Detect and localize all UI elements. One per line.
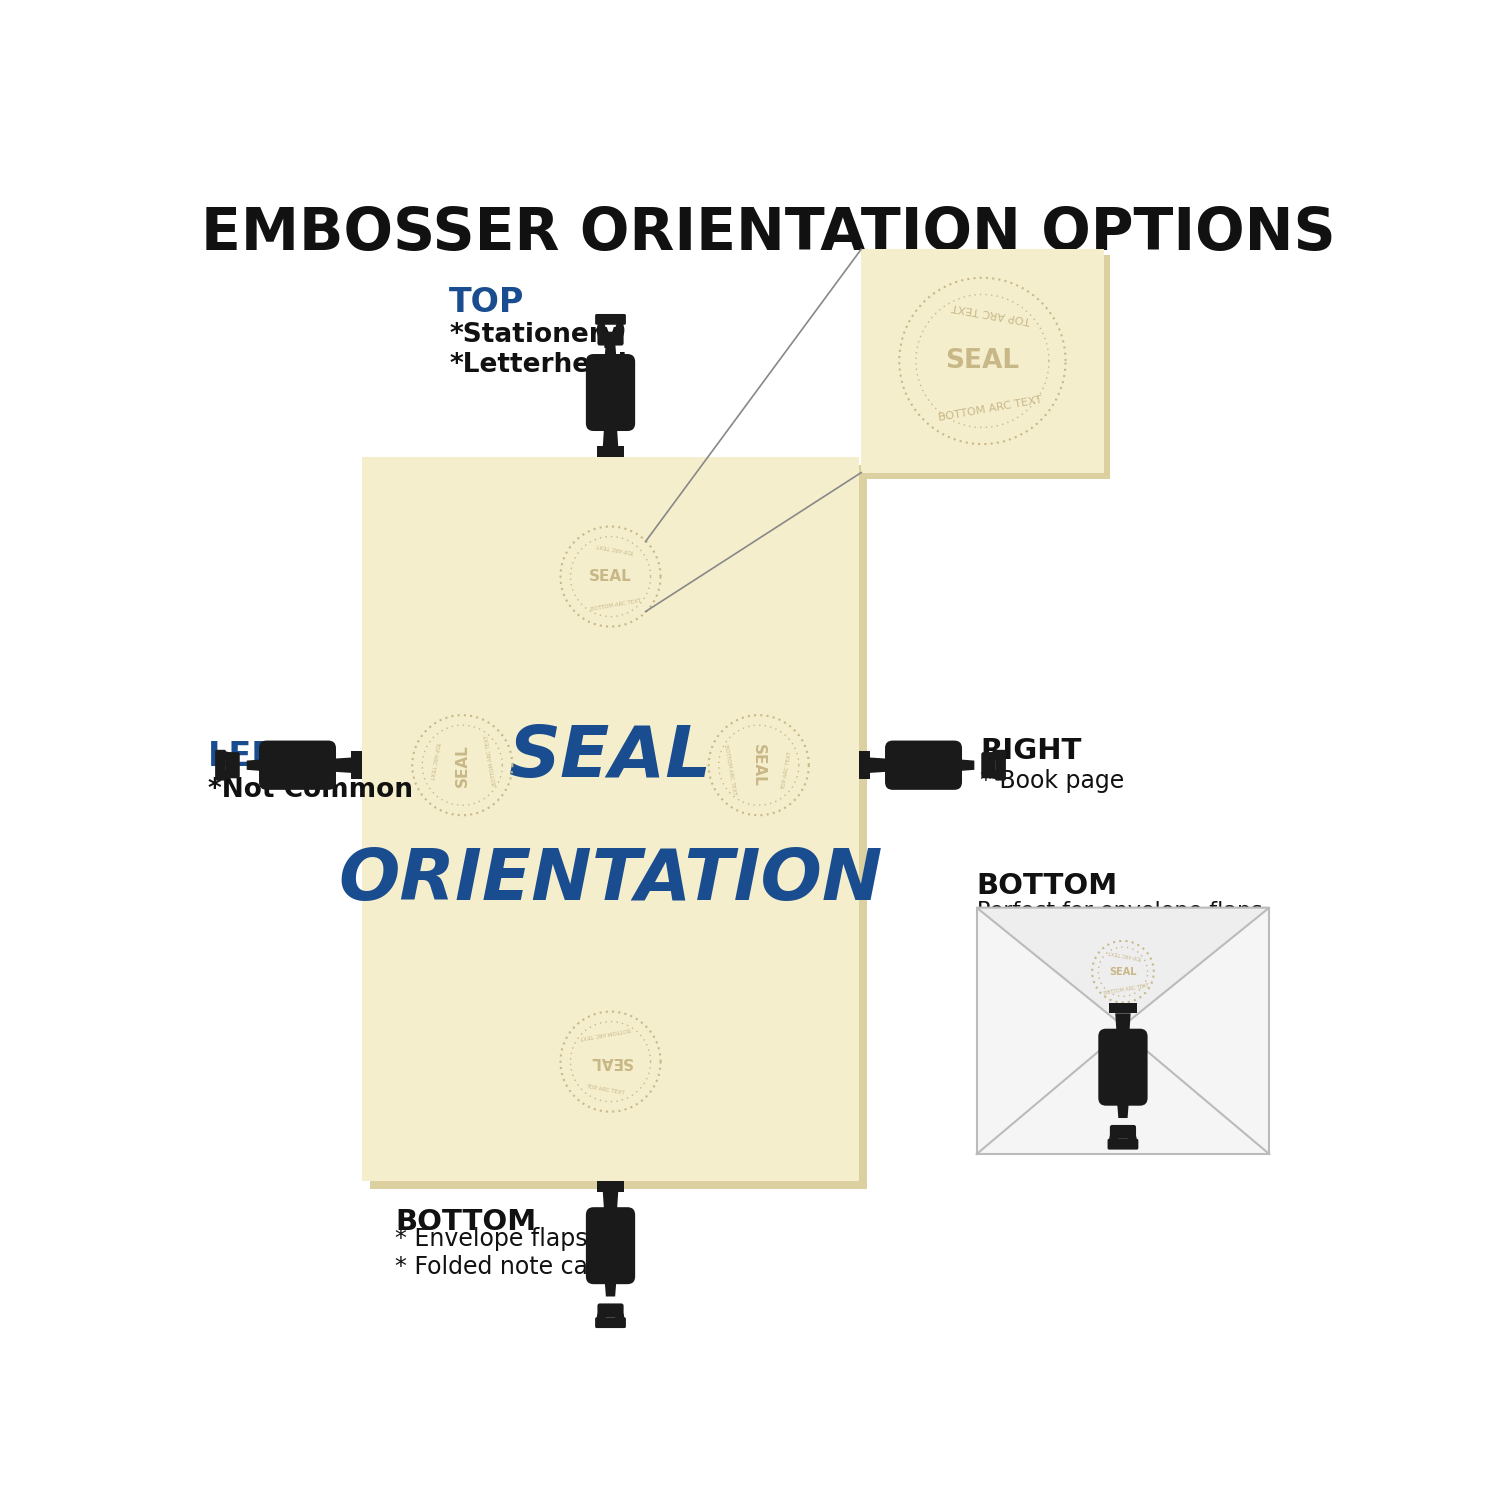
Text: BOTTOM ARC TEXT: BOTTOM ARC TEXT — [484, 735, 498, 786]
Text: TOP ARC TEXT: TOP ARC TEXT — [1108, 948, 1143, 960]
Ellipse shape — [597, 1311, 606, 1328]
Ellipse shape — [988, 770, 1005, 778]
Polygon shape — [1118, 1098, 1130, 1118]
Polygon shape — [1114, 1014, 1131, 1036]
FancyBboxPatch shape — [597, 332, 624, 345]
Text: BOTTOM ARC TEXT: BOTTOM ARC TEXT — [723, 744, 736, 796]
Bar — [867, 255, 1110, 478]
Text: BOTTOM ARC TEXT: BOTTOM ARC TEXT — [590, 598, 640, 612]
Text: LEFT: LEFT — [209, 740, 298, 772]
Text: BOTTOM ARC TEXT: BOTTOM ARC TEXT — [1102, 982, 1149, 996]
FancyBboxPatch shape — [260, 741, 336, 790]
Ellipse shape — [615, 321, 624, 339]
Polygon shape — [603, 1192, 618, 1215]
Polygon shape — [954, 759, 975, 771]
Text: BOTTOM ARC TEXT: BOTTOM ARC TEXT — [938, 394, 1044, 423]
Bar — [597, 1180, 624, 1192]
Bar — [1108, 1002, 1137, 1014]
Polygon shape — [327, 758, 351, 772]
Polygon shape — [604, 342, 616, 362]
Bar — [861, 249, 1104, 472]
Ellipse shape — [216, 770, 232, 778]
Ellipse shape — [1108, 1132, 1119, 1149]
Text: SEAL: SEAL — [454, 744, 470, 786]
Polygon shape — [246, 759, 267, 771]
Text: * Envelope flaps
* Folded note cards: * Envelope flaps * Folded note cards — [396, 1227, 626, 1280]
Text: ORIENTATION: ORIENTATION — [339, 846, 882, 915]
Text: BOTTOM ARC TEXT: BOTTOM ARC TEXT — [580, 1026, 632, 1039]
Ellipse shape — [615, 1311, 624, 1328]
Polygon shape — [870, 758, 894, 772]
Bar — [362, 458, 860, 1180]
Text: *Stationery
*Letterhead: *Stationery *Letterhead — [448, 322, 627, 378]
Text: TOP ARC TEXT: TOP ARC TEXT — [427, 741, 439, 780]
Text: *Not Common: *Not Common — [209, 777, 413, 802]
FancyBboxPatch shape — [586, 354, 634, 430]
Text: SEAL: SEAL — [509, 723, 712, 792]
FancyBboxPatch shape — [226, 752, 240, 778]
FancyBboxPatch shape — [885, 741, 962, 790]
FancyBboxPatch shape — [586, 1208, 634, 1284]
Text: TOP ARC TEXT: TOP ARC TEXT — [596, 542, 634, 554]
Text: SEAL: SEAL — [1108, 966, 1137, 976]
Polygon shape — [976, 908, 1269, 1026]
Ellipse shape — [988, 752, 1005, 760]
FancyBboxPatch shape — [596, 314, 626, 326]
Text: BOTTOM: BOTTOM — [976, 871, 1118, 900]
Text: TOP: TOP — [448, 285, 525, 318]
FancyBboxPatch shape — [1110, 1125, 1136, 1138]
Text: SEAL: SEAL — [945, 348, 1020, 374]
FancyBboxPatch shape — [597, 1304, 624, 1317]
Text: TOP ARC TEXT: TOP ARC TEXT — [782, 750, 794, 790]
Polygon shape — [604, 1276, 616, 1296]
Text: SEAL: SEAL — [590, 1054, 632, 1070]
Text: EMBOSSER ORIENTATION OPTIONS: EMBOSSER ORIENTATION OPTIONS — [201, 204, 1336, 261]
FancyBboxPatch shape — [214, 750, 226, 780]
Text: TOP ARC TEXT: TOP ARC TEXT — [586, 1084, 626, 1096]
FancyBboxPatch shape — [981, 752, 994, 778]
FancyBboxPatch shape — [994, 750, 1006, 780]
Ellipse shape — [1128, 1132, 1137, 1149]
Ellipse shape — [597, 321, 606, 339]
Bar — [370, 465, 867, 1188]
FancyBboxPatch shape — [596, 1317, 626, 1328]
FancyBboxPatch shape — [1098, 1029, 1148, 1106]
Text: SEAL: SEAL — [590, 568, 632, 584]
Ellipse shape — [216, 752, 232, 760]
Bar — [859, 752, 870, 778]
Text: Perfect for envelope flaps
or bottom of page seals: Perfect for envelope flaps or bottom of … — [976, 902, 1263, 945]
Text: BOTTOM: BOTTOM — [396, 1208, 537, 1236]
Polygon shape — [603, 423, 618, 447]
FancyBboxPatch shape — [1107, 1138, 1138, 1149]
Bar — [351, 752, 361, 778]
Text: SEAL: SEAL — [752, 744, 766, 786]
Text: RIGHT: RIGHT — [981, 736, 1082, 765]
Text: TOP ARC TEXT: TOP ARC TEXT — [951, 302, 1030, 326]
Bar — [976, 908, 1269, 1154]
Text: * Book page: * Book page — [981, 770, 1125, 794]
Bar — [597, 447, 624, 458]
